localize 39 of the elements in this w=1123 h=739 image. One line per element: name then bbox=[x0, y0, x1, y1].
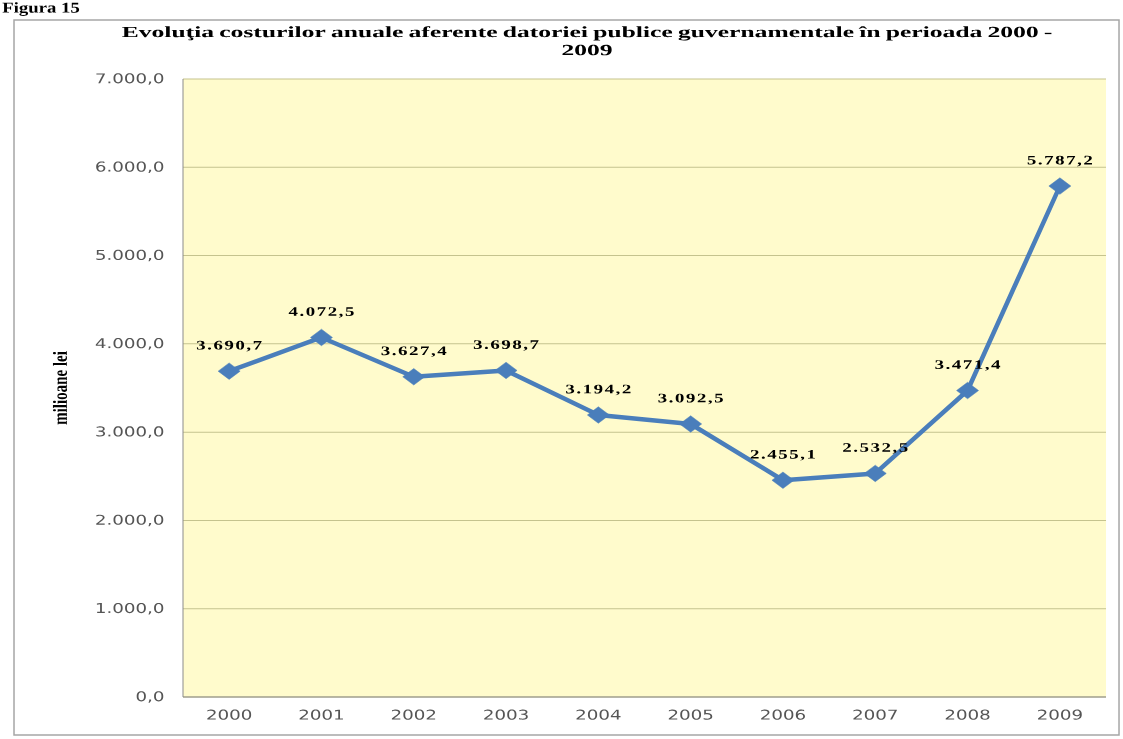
y-tick-label: 2.000,0 bbox=[96, 514, 164, 527]
chart-title: Evoluţia costurilor anuale aferente datoriei publice guvernamentale în perioada 2000 - 2009 bbox=[122, 26, 1052, 56]
x-tick-label: 2006 bbox=[761, 709, 805, 720]
x-tick-label: 2002 bbox=[391, 709, 436, 720]
point bbox=[679, 415, 702, 433]
y-tick-label: 3.000,0 bbox=[96, 426, 164, 438]
y-tick-label: 0,0 bbox=[136, 691, 164, 703]
y-tick-label: 6.000,0 bbox=[96, 161, 164, 174]
y-tick-label: 5.000,0 bbox=[96, 249, 164, 262]
x-tick-label: 2004 bbox=[576, 709, 621, 720]
data-label: 3.092,5 bbox=[658, 393, 723, 405]
x-tick-label: 2003 bbox=[484, 709, 528, 720]
point bbox=[1048, 177, 1072, 195]
x-tick-label: 2005 bbox=[668, 709, 713, 720]
x-tick-label: 2007 bbox=[853, 709, 897, 720]
point bbox=[217, 362, 241, 380]
point bbox=[587, 406, 610, 424]
y-tick-label: 7.000,0 bbox=[96, 73, 164, 85]
data-label: 5.787,2 bbox=[1027, 155, 1092, 167]
data-label: 4.072,5 bbox=[288, 307, 354, 318]
y-tick-label: 4.000,0 bbox=[95, 338, 164, 350]
point bbox=[402, 368, 426, 386]
x-tick-label: 2008 bbox=[945, 709, 990, 720]
text: Figura 15 bbox=[2, 2, 80, 16]
x-tick-label: 2009 bbox=[1038, 709, 1082, 720]
point bbox=[771, 471, 795, 489]
data-label: 3.194,2 bbox=[566, 384, 631, 396]
point bbox=[494, 361, 518, 379]
point bbox=[956, 382, 979, 400]
data-label: 3.698,7 bbox=[473, 340, 539, 351]
point bbox=[864, 464, 887, 482]
data-label: 3.627,4 bbox=[381, 346, 447, 358]
data-label: 3.690,7 bbox=[196, 340, 262, 352]
x-tick-label: 2000 bbox=[207, 709, 252, 720]
y-tick-label: 1.000,0 bbox=[96, 602, 164, 615]
y-axis-title: milioane lei bbox=[52, 351, 68, 425]
data-label: 2.455,1 bbox=[750, 449, 815, 461]
x-tick-label: 2001 bbox=[299, 709, 343, 720]
point bbox=[310, 328, 333, 346]
